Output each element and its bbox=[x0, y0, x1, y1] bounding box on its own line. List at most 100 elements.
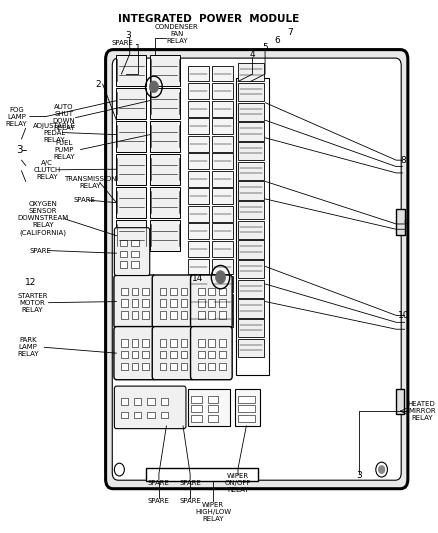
Bar bbox=[180, 351, 187, 359]
Text: STARTER
MOTOR
RELAY: STARTER MOTOR RELAY bbox=[18, 293, 48, 313]
Bar bbox=[188, 118, 209, 134]
Bar bbox=[208, 395, 219, 402]
Bar bbox=[160, 363, 166, 370]
Bar bbox=[198, 311, 205, 319]
FancyBboxPatch shape bbox=[191, 275, 232, 328]
Text: TRANSMISSION
RELAY: TRANSMISSION RELAY bbox=[64, 176, 117, 189]
Text: SPARE: SPARE bbox=[179, 480, 201, 487]
Bar bbox=[212, 66, 233, 82]
Bar bbox=[117, 55, 146, 86]
Bar bbox=[131, 251, 139, 257]
Bar bbox=[150, 154, 180, 184]
FancyBboxPatch shape bbox=[114, 386, 186, 429]
Bar bbox=[142, 340, 149, 347]
Bar bbox=[198, 340, 205, 347]
Bar bbox=[208, 340, 215, 347]
Text: SPARE: SPARE bbox=[74, 197, 95, 203]
Bar bbox=[219, 311, 226, 319]
Bar bbox=[212, 101, 233, 117]
Text: INTEGRATED  POWER  MODULE: INTEGRATED POWER MODULE bbox=[118, 14, 300, 25]
Bar bbox=[238, 405, 254, 412]
Bar bbox=[121, 311, 128, 319]
Bar bbox=[132, 311, 138, 319]
Circle shape bbox=[215, 271, 226, 284]
Text: 3: 3 bbox=[17, 144, 23, 155]
Text: 5: 5 bbox=[262, 43, 268, 52]
Circle shape bbox=[379, 466, 385, 473]
Bar bbox=[150, 88, 180, 119]
Bar bbox=[208, 363, 215, 370]
Text: OXYGEN
SENSOR
DOWNSTREAM
RELAY
(CALIFORNIA): OXYGEN SENSOR DOWNSTREAM RELAY (CALIFORN… bbox=[18, 201, 69, 236]
Bar bbox=[238, 240, 264, 259]
Bar bbox=[212, 276, 233, 292]
Bar bbox=[198, 300, 205, 307]
Bar bbox=[396, 209, 405, 235]
Bar bbox=[238, 339, 264, 357]
Bar bbox=[121, 300, 128, 307]
FancyBboxPatch shape bbox=[112, 58, 401, 480]
Bar bbox=[117, 154, 146, 184]
Bar bbox=[160, 300, 166, 307]
FancyBboxPatch shape bbox=[152, 275, 194, 328]
FancyBboxPatch shape bbox=[191, 327, 232, 379]
Bar bbox=[219, 288, 226, 295]
Bar bbox=[238, 142, 264, 160]
Bar bbox=[208, 405, 219, 412]
Text: 14: 14 bbox=[192, 273, 204, 282]
Bar bbox=[188, 171, 209, 187]
Bar bbox=[132, 340, 138, 347]
Bar bbox=[121, 363, 128, 370]
Text: 8: 8 bbox=[401, 156, 406, 165]
Bar bbox=[120, 411, 128, 418]
Bar bbox=[117, 121, 146, 152]
Bar bbox=[142, 363, 149, 370]
Bar bbox=[142, 288, 149, 295]
Text: A/C
CLUTCH
RELAY: A/C CLUTCH RELAY bbox=[33, 160, 60, 180]
Bar bbox=[147, 398, 155, 405]
Bar bbox=[198, 363, 205, 370]
Bar bbox=[180, 340, 187, 347]
Bar bbox=[219, 300, 226, 307]
FancyBboxPatch shape bbox=[106, 50, 408, 489]
Bar bbox=[238, 221, 264, 239]
Bar bbox=[188, 154, 209, 169]
Bar bbox=[238, 162, 264, 180]
Bar bbox=[212, 294, 233, 310]
Bar bbox=[160, 288, 166, 295]
Bar bbox=[188, 83, 209, 99]
Bar bbox=[212, 311, 233, 327]
Bar bbox=[120, 398, 128, 405]
Bar bbox=[170, 363, 177, 370]
Bar bbox=[208, 288, 215, 295]
Bar bbox=[170, 340, 177, 347]
Bar bbox=[212, 223, 233, 239]
Text: WIPER
HIGH/LOW
RELAY: WIPER HIGH/LOW RELAY bbox=[195, 502, 231, 522]
Bar bbox=[238, 123, 264, 141]
Text: 6: 6 bbox=[275, 36, 280, 45]
Text: FOG
LAMP
RELAY: FOG LAMP RELAY bbox=[6, 107, 27, 126]
Text: 3: 3 bbox=[125, 31, 131, 40]
Text: PARK
LAMP
RELAY: PARK LAMP RELAY bbox=[18, 337, 39, 357]
Bar bbox=[121, 351, 128, 359]
Bar bbox=[160, 311, 166, 319]
Bar bbox=[161, 411, 168, 418]
Bar bbox=[180, 300, 187, 307]
Bar bbox=[235, 389, 261, 426]
Bar bbox=[121, 340, 128, 347]
Bar bbox=[237, 78, 269, 375]
Text: 4: 4 bbox=[250, 51, 255, 59]
FancyBboxPatch shape bbox=[114, 327, 155, 379]
Bar bbox=[160, 340, 166, 347]
Text: SPARE: SPARE bbox=[179, 498, 201, 504]
Bar bbox=[170, 351, 177, 359]
Bar bbox=[134, 398, 141, 405]
Bar bbox=[198, 288, 205, 295]
Bar bbox=[219, 363, 226, 370]
Bar bbox=[188, 241, 209, 257]
Bar bbox=[142, 311, 149, 319]
Text: FUEL
PUMP
RELAY: FUEL PUMP RELAY bbox=[53, 140, 75, 159]
Bar bbox=[208, 300, 215, 307]
Bar bbox=[121, 288, 128, 295]
Text: 12: 12 bbox=[25, 278, 36, 287]
Bar bbox=[180, 311, 187, 319]
